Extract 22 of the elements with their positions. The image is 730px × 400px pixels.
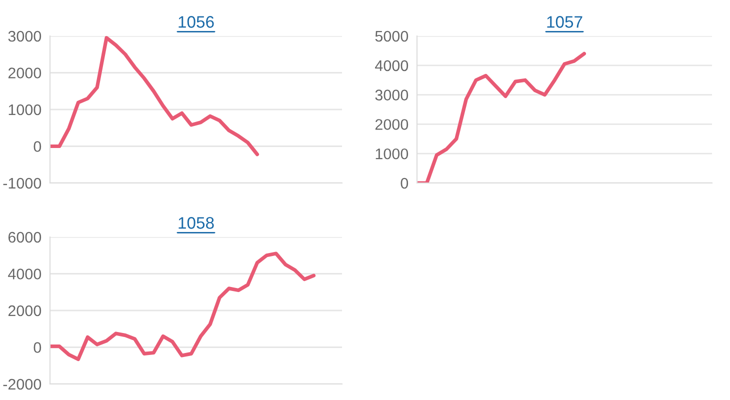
chart-title: 1057 bbox=[547, 16, 582, 28]
y-tick-label: 5000 bbox=[375, 30, 408, 42]
y-tick-label: 2000 bbox=[8, 68, 42, 78]
y-tick-label: 6000 bbox=[8, 232, 42, 243]
y-tick-label: 0 bbox=[34, 342, 42, 353]
line-series bbox=[50, 252, 316, 361]
line-series bbox=[417, 52, 586, 183]
y-tick-label: -2000 bbox=[3, 378, 42, 390]
y-tick-label: 3000 bbox=[8, 30, 42, 42]
y-tick-label: -1000 bbox=[3, 178, 42, 189]
line-series bbox=[50, 36, 260, 156]
y-tick-label: 4000 bbox=[8, 268, 42, 280]
y-tick-label: 0 bbox=[34, 141, 42, 152]
y-tick-label: 2000 bbox=[375, 119, 408, 130]
y-tick-label: 3000 bbox=[375, 90, 408, 100]
chart-title: 1058 bbox=[178, 217, 214, 229]
y-tick-label: 0 bbox=[400, 178, 408, 189]
y-tick-label: 4000 bbox=[375, 60, 408, 72]
y-tick-label: 1000 bbox=[376, 148, 408, 160]
y-tick-label: 2000 bbox=[8, 305, 42, 316]
y-tick-label: 1000 bbox=[8, 104, 42, 116]
chart-title: 1056 bbox=[178, 16, 214, 28]
